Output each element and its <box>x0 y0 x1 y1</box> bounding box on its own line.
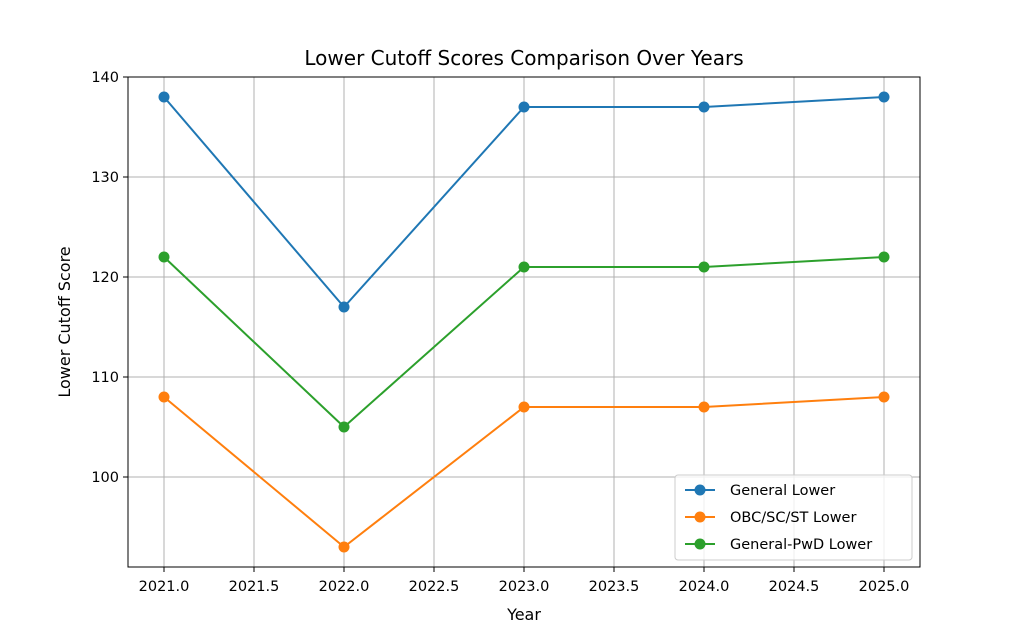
x-tick-label: 2023.5 <box>589 579 640 595</box>
x-tick-label: 2025.0 <box>859 579 910 595</box>
data-point <box>878 251 890 263</box>
data-point <box>518 401 530 413</box>
x-tick-label: 2021.0 <box>139 579 190 595</box>
data-point <box>158 391 170 403</box>
data-point <box>518 261 530 273</box>
x-tick-label: 2024.0 <box>679 579 730 595</box>
legend-marker <box>694 538 706 550</box>
chart-title: Lower Cutoff Scores Comparison Over Year… <box>304 46 743 70</box>
y-tick-label: 100 <box>91 470 119 486</box>
series-layer <box>158 91 890 553</box>
data-point <box>878 91 890 103</box>
tick-layer: 2021.0 2021.5 2022.0 2022.5 2023.0 2023.5 2024… <box>91 70 909 595</box>
x-tick-label: 2023.0 <box>499 579 550 595</box>
legend-marker <box>694 511 706 523</box>
data-point <box>698 101 710 113</box>
data-point <box>338 541 350 553</box>
data-point <box>158 251 170 263</box>
x-tick-label: 2024.5 <box>769 579 820 595</box>
y-tick-label: 140 <box>91 70 119 86</box>
data-point <box>158 91 170 103</box>
x-tick-label: 2022.0 <box>319 579 370 595</box>
data-point <box>518 101 530 113</box>
data-point <box>878 391 890 403</box>
x-tick-label: 2021.5 <box>229 579 280 595</box>
data-point <box>338 301 350 313</box>
legend-box <box>674 474 913 561</box>
legend-label: OBC/SC/ST Lower <box>730 510 856 526</box>
data-point <box>698 401 710 413</box>
y-axis-label: Lower Cutoff Score <box>55 246 74 397</box>
data-point <box>338 421 350 433</box>
x-tick-label: 2022.5 <box>409 579 460 595</box>
y-tick-label: 130 <box>91 170 119 186</box>
legend-label: General Lower <box>730 483 835 499</box>
y-tick-label: 110 <box>91 370 119 386</box>
data-point <box>698 261 710 273</box>
y-tick-label: 120 <box>91 270 119 286</box>
legend-label: General-PwD Lower <box>730 537 872 553</box>
legend-marker <box>694 484 706 496</box>
legend: General Lower OBC/SC/ST Lower General-PwD … <box>674 474 913 561</box>
x-axis-label: Year <box>506 605 541 624</box>
